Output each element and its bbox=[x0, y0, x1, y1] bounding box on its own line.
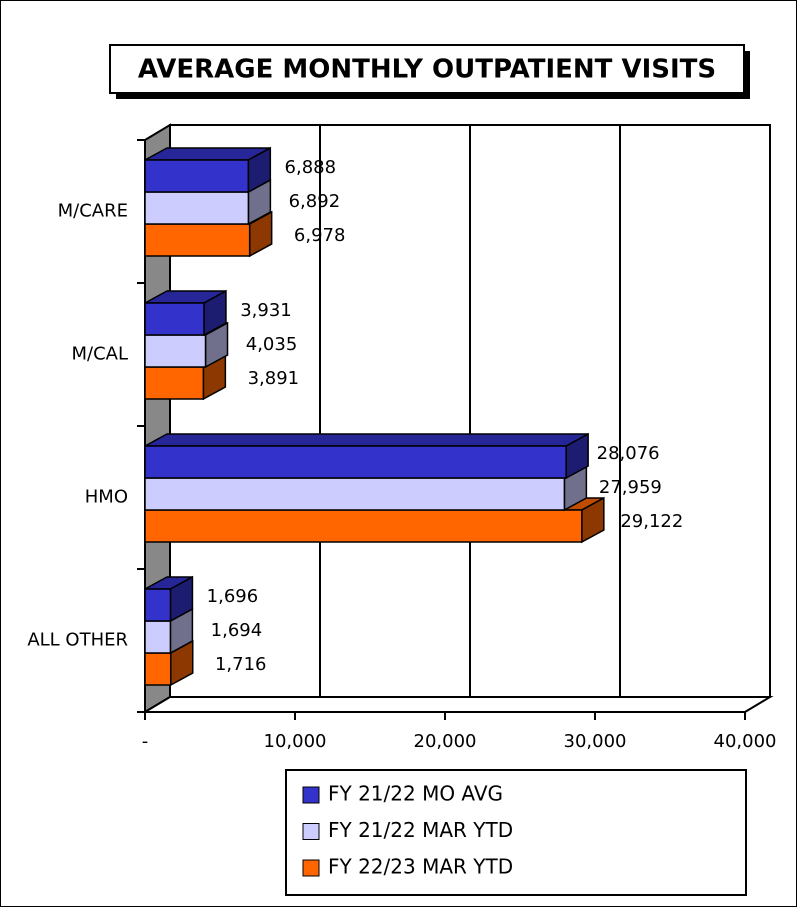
legend-label: FY 21/22 MO AVG bbox=[328, 782, 503, 806]
value-label: 1,716 bbox=[215, 654, 267, 675]
legend-label: FY 22/23 MAR YTD bbox=[328, 855, 513, 879]
bar-front bbox=[144, 191, 250, 225]
bar-front bbox=[144, 302, 205, 336]
bar-front bbox=[144, 334, 207, 368]
x-tick-label: 10,000 bbox=[264, 731, 327, 752]
legend-label: FY 21/22 MAR YTD bbox=[328, 818, 513, 842]
bar-top bbox=[144, 433, 589, 447]
bar bbox=[144, 432, 589, 480]
x-tick-label: 30,000 bbox=[564, 731, 627, 752]
value-label: 27,959 bbox=[599, 477, 662, 498]
legend-swatch bbox=[302, 859, 320, 877]
x-tick-label: 40,000 bbox=[714, 731, 777, 752]
value-label: 28,076 bbox=[597, 443, 660, 464]
title-box bbox=[109, 44, 745, 94]
bar-front bbox=[144, 509, 583, 543]
bar bbox=[144, 146, 272, 194]
value-label: 1,696 bbox=[207, 586, 259, 607]
value-label: 3,891 bbox=[248, 368, 300, 389]
legend-swatch bbox=[302, 786, 320, 804]
value-label: 1,694 bbox=[211, 620, 263, 641]
x-tick-label: - bbox=[142, 731, 149, 752]
value-label: 6,888 bbox=[285, 157, 337, 178]
bar-front bbox=[144, 445, 567, 479]
bar bbox=[144, 289, 227, 337]
value-label: 6,978 bbox=[294, 225, 346, 246]
x-tick-label: 20,000 bbox=[414, 731, 477, 752]
bar-front bbox=[144, 620, 172, 654]
bar-front bbox=[144, 652, 172, 686]
chart-title: AVERAGE MONTHLY OUTPATIENT VISITS bbox=[138, 55, 716, 85]
y-tick-label: M/CAL bbox=[71, 344, 128, 365]
y-tick-label: M/CARE bbox=[58, 201, 128, 222]
bar bbox=[144, 575, 194, 623]
floor bbox=[141, 696, 774, 713]
value-label: 6,892 bbox=[289, 191, 341, 212]
value-label: 3,931 bbox=[240, 300, 292, 321]
bar-front bbox=[144, 159, 250, 193]
bar-front bbox=[144, 223, 251, 257]
legend-box bbox=[285, 769, 747, 896]
value-label: 29,122 bbox=[620, 511, 683, 532]
bar-front bbox=[144, 477, 566, 511]
legend-swatch bbox=[302, 823, 320, 840]
bar-front bbox=[144, 588, 172, 622]
value-label: 4,035 bbox=[246, 334, 298, 355]
y-tick-label: ALL OTHER bbox=[27, 630, 128, 651]
y-tick-label: HMO bbox=[85, 487, 128, 508]
bar-front bbox=[144, 366, 205, 400]
